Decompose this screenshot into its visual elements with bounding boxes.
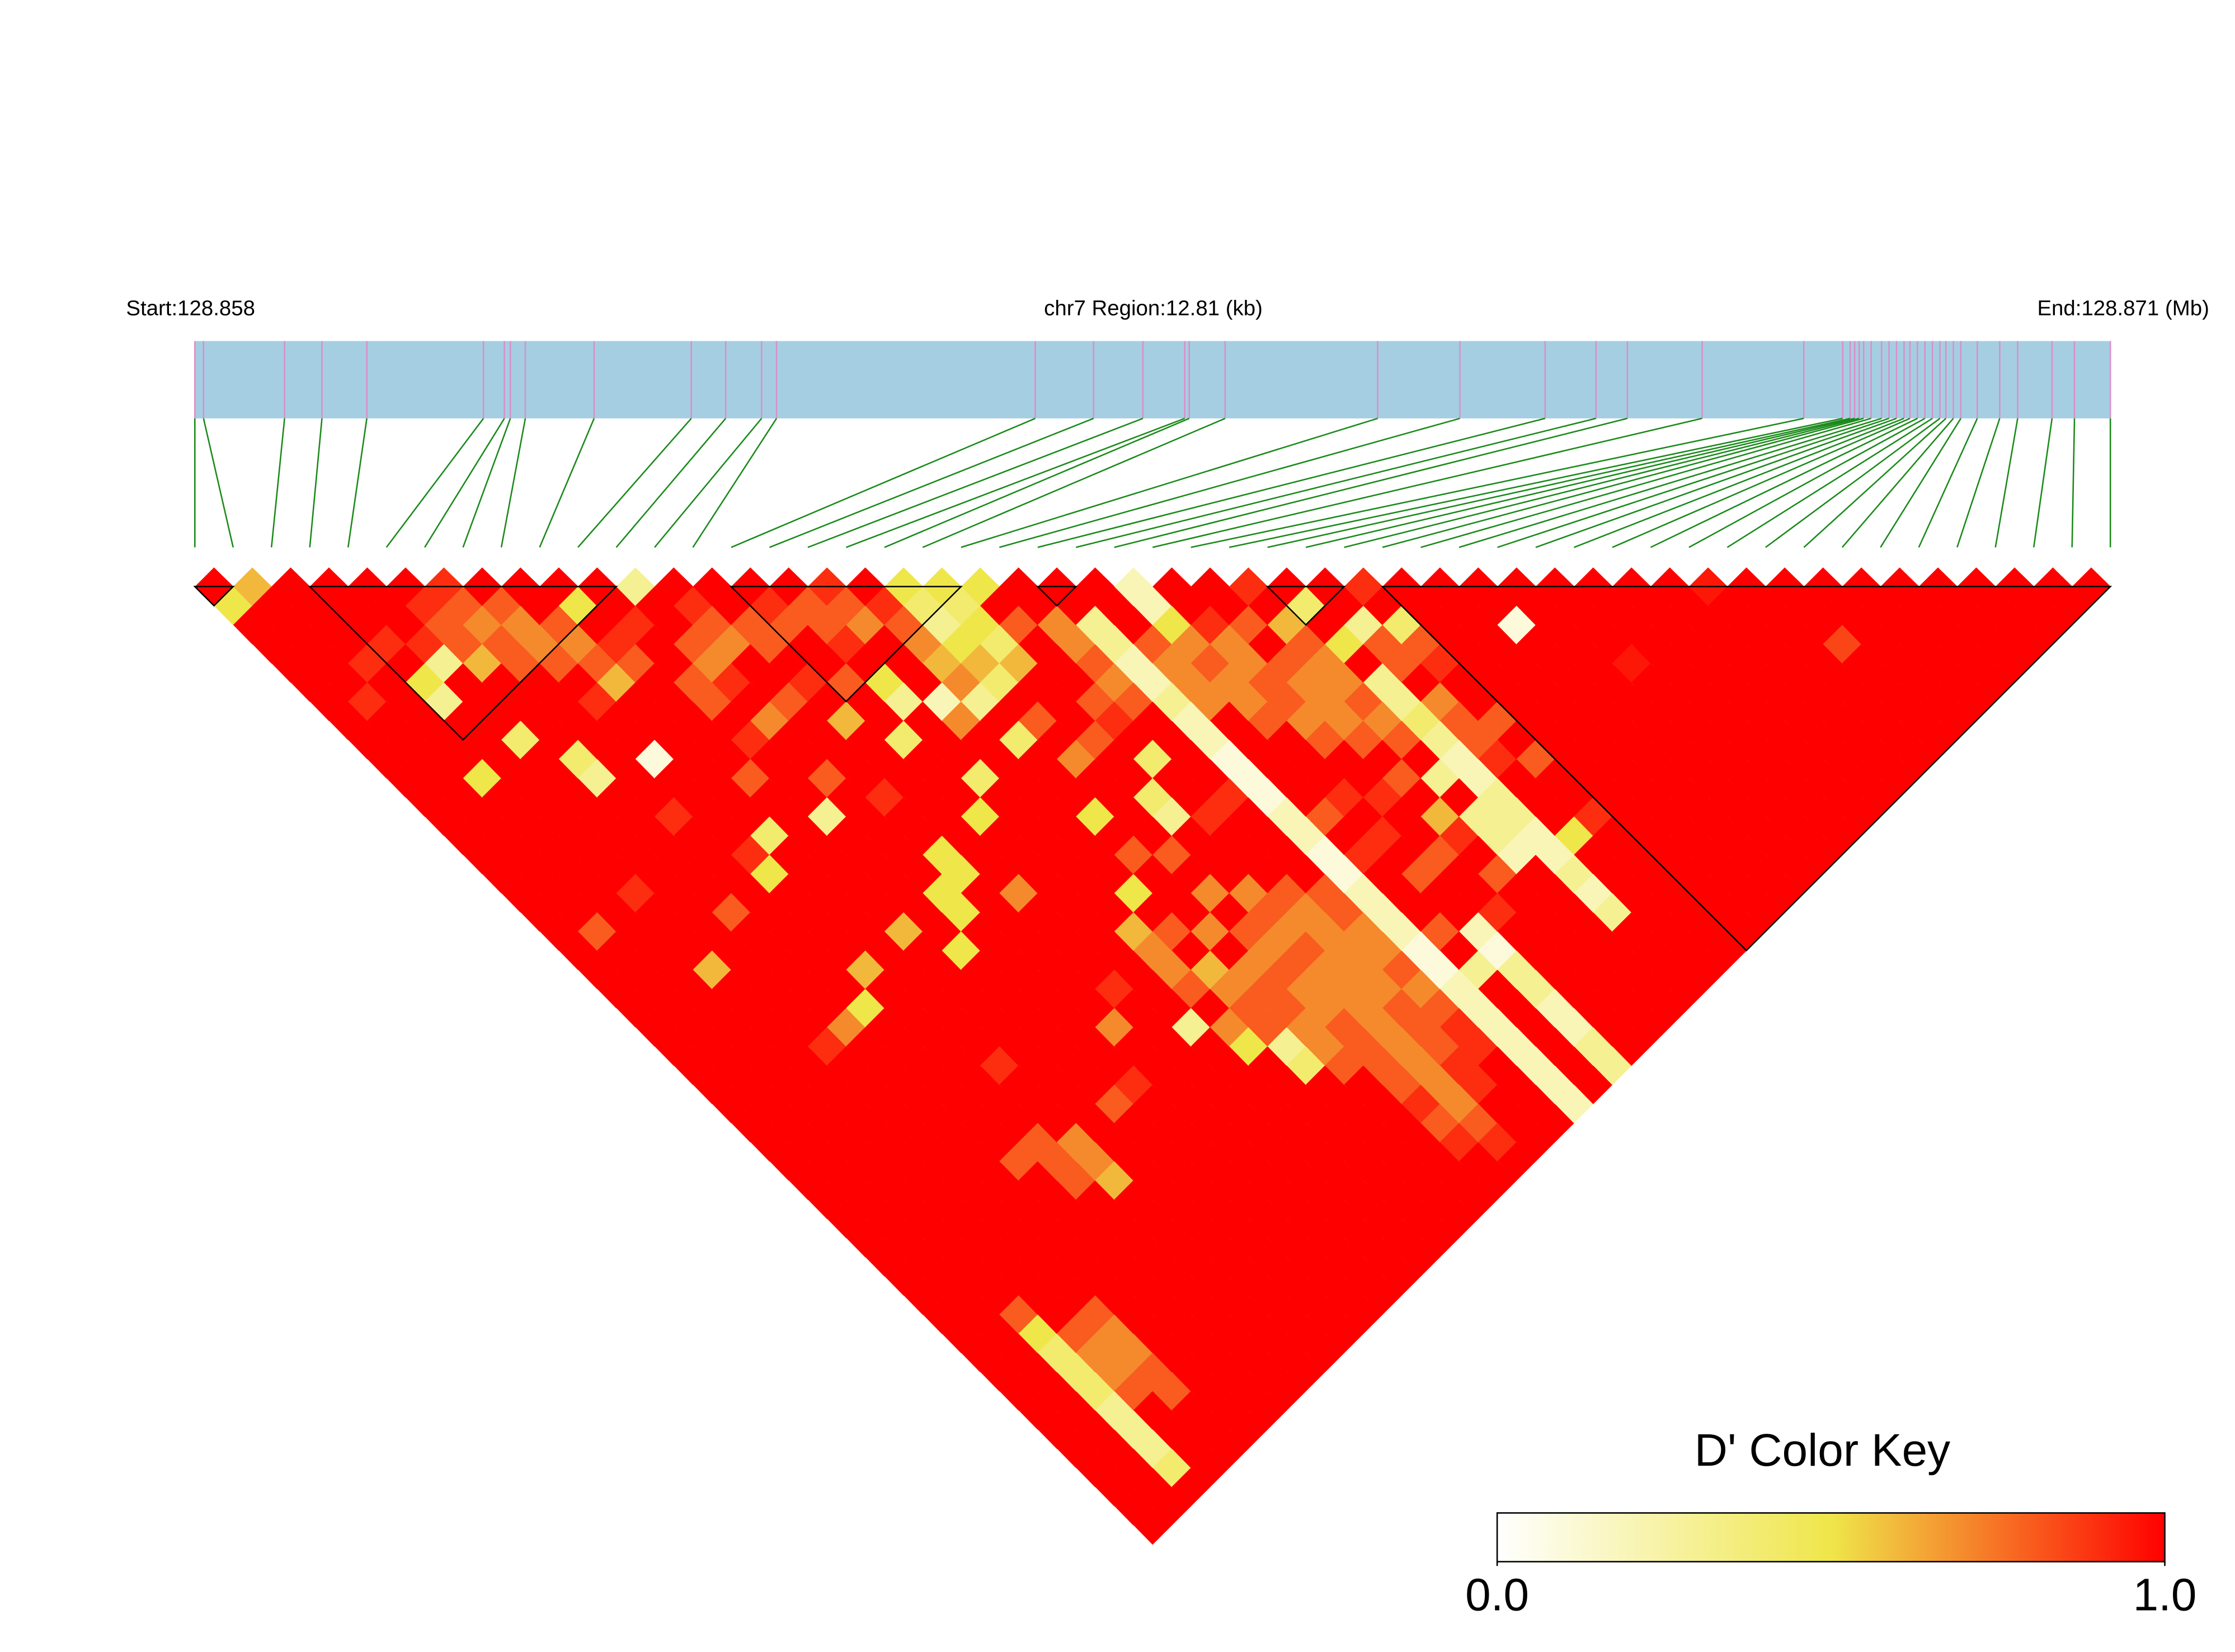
snp-connector [922, 417, 1226, 548]
snp-connector [2071, 418, 2076, 548]
snp-connector [309, 418, 323, 548]
ld-cell [1076, 567, 1115, 606]
colorbar [1496, 1512, 2166, 1562]
snp-connector [1688, 417, 1926, 548]
ld-cell [1114, 567, 1154, 606]
region-label: chr7 Region:12.81 (kb) [1044, 296, 1263, 321]
snp-connector [1994, 418, 2018, 548]
ld-cell [1344, 567, 1383, 606]
snp-connector [1765, 417, 1941, 548]
snp-connector [1191, 417, 1804, 548]
snp-connector [692, 418, 778, 548]
ld-cell [1152, 567, 1192, 606]
ld-block [729, 586, 963, 703]
snp-connector [1956, 418, 2001, 548]
snp-connector [769, 417, 1094, 548]
snp-connector [1918, 418, 1978, 548]
colorbar-tick-label: 0.0 [1465, 1570, 1529, 1621]
start-label: Start:128.858 [126, 296, 255, 321]
snp-connector [385, 418, 484, 548]
snp-connector [347, 418, 368, 548]
snp-connector [1497, 417, 1890, 548]
snp-connector [1841, 418, 1954, 548]
ld-cell [693, 567, 732, 606]
snp-connector [1382, 417, 1864, 548]
snp-connector [500, 418, 526, 548]
ld-cell [655, 567, 694, 606]
ld-cell [1229, 567, 1268, 606]
snp-connector [1037, 417, 1546, 548]
snp-connector [999, 417, 1460, 548]
snp-connector [961, 417, 1378, 548]
snp-connector [539, 418, 595, 548]
colorbar-tick-label: 1.0 [2133, 1570, 2197, 1621]
snp-connector [1612, 417, 1911, 548]
snp-connector [1650, 417, 1918, 548]
snp-connector [2032, 418, 2053, 548]
ld-block [1381, 586, 2112, 952]
snp-connector [884, 417, 1190, 548]
snp-connector [203, 418, 234, 548]
snp-connector [1574, 417, 1904, 548]
colorbar-title: D' Color Key [1695, 1425, 1950, 1476]
ld-cell [1191, 567, 1230, 606]
ld-cell [616, 567, 655, 606]
snp-connector [845, 417, 1185, 548]
snp-connector [807, 417, 1144, 548]
snp-connector [1229, 417, 1843, 548]
snp-connector [1344, 417, 1860, 548]
snp-connector [1420, 417, 1871, 548]
snp-connector [424, 418, 505, 548]
ld-cell [961, 567, 1000, 606]
snp-connector [1114, 417, 1628, 548]
ld-block [1036, 586, 1078, 607]
snp-connector [1458, 417, 1882, 548]
ld-block [193, 586, 235, 607]
snp-connector [577, 418, 692, 548]
snp-connector [1305, 417, 1855, 548]
gene-bar [195, 341, 2111, 418]
snp-connector [1075, 417, 1597, 548]
snp-connector [270, 418, 285, 548]
snp-connector [1535, 417, 1897, 548]
ld-block [308, 586, 618, 741]
snp-connector [615, 418, 727, 548]
snp-connector [1880, 418, 1962, 548]
end-label: End:128.871 (Mb) [2037, 296, 2209, 321]
snp-connector [1267, 417, 1851, 548]
ld-cell [999, 567, 1038, 606]
snp-connector [654, 418, 763, 548]
snp-connector [1803, 417, 1947, 548]
snp-connector [462, 418, 511, 548]
ld-cell [233, 567, 272, 606]
snp-connector [1152, 417, 1702, 548]
ld-cell [271, 567, 310, 606]
snp-connector [731, 417, 1036, 548]
ld-block [1265, 586, 1346, 626]
snp-connector [1726, 417, 1933, 548]
